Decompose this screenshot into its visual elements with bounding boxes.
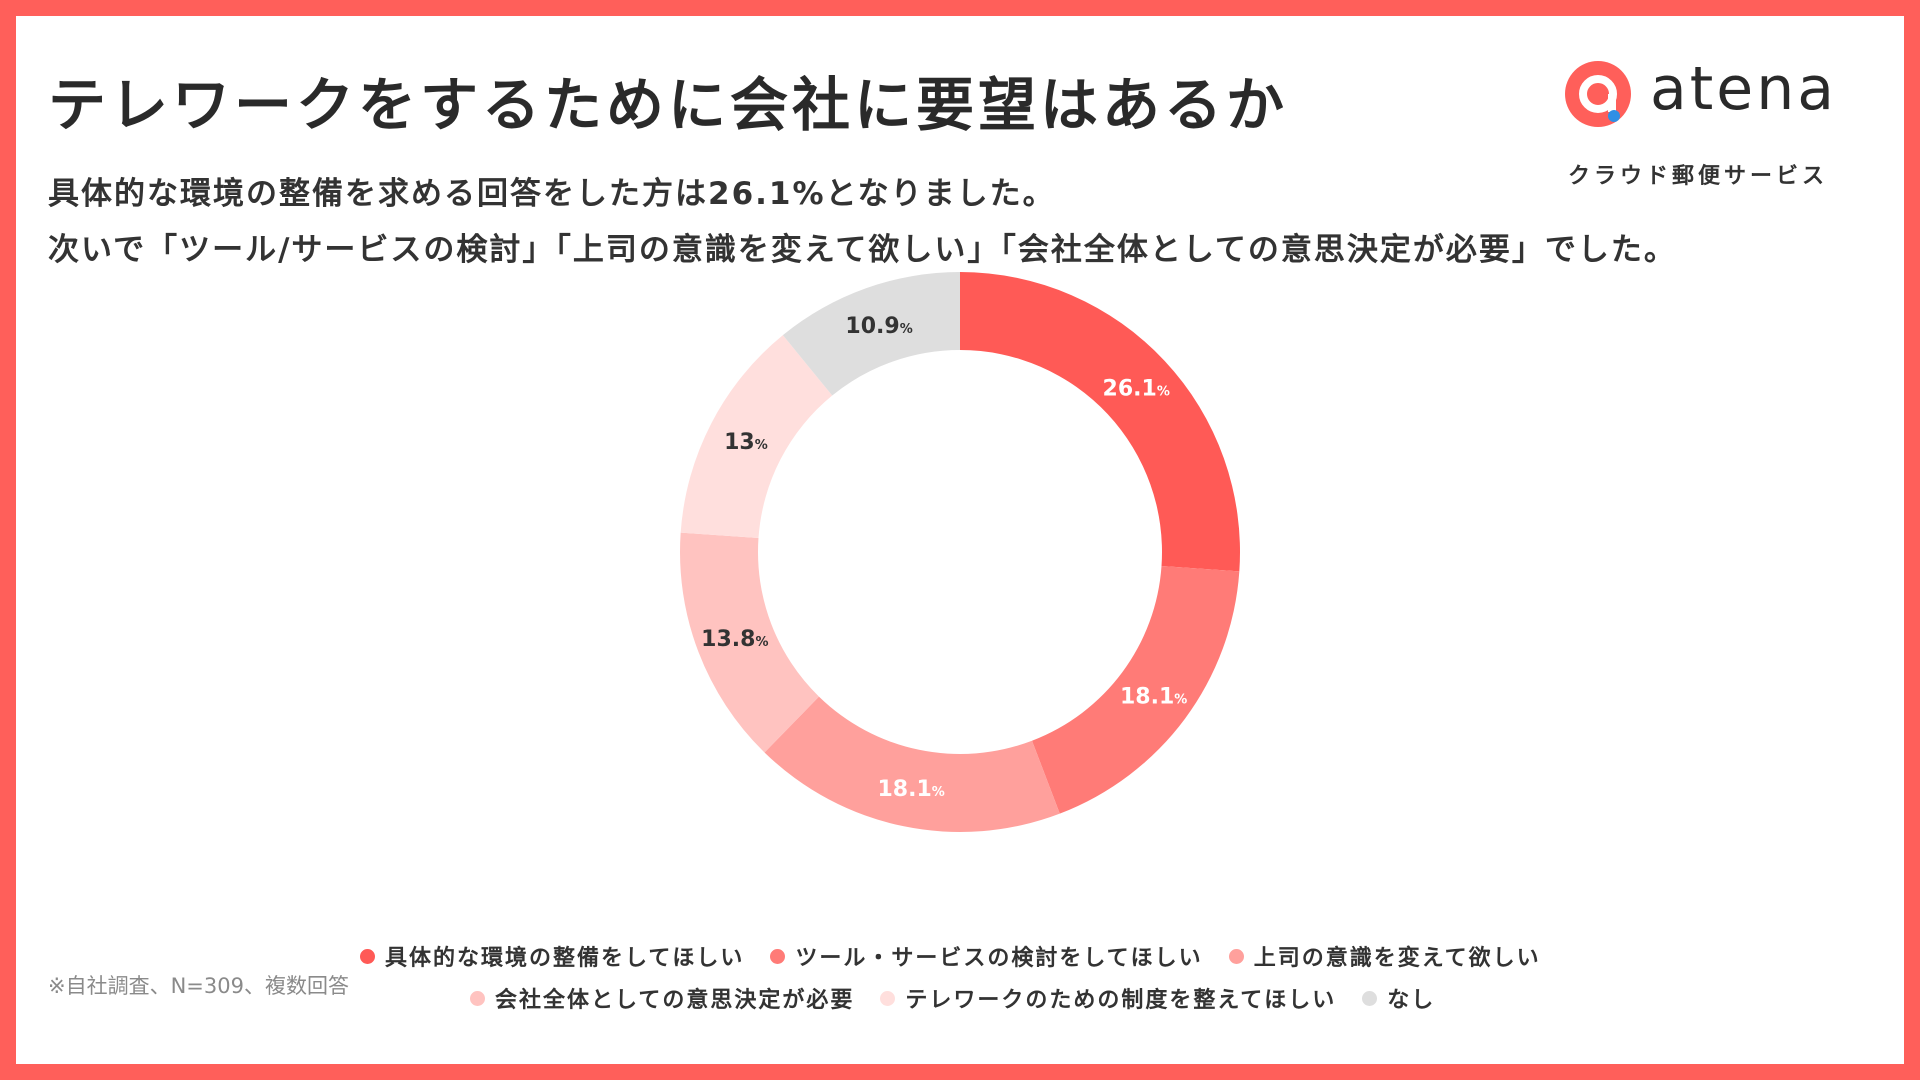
legend-item-6: なし bbox=[1362, 982, 1435, 1014]
brand-logo: atena クラウド郵便サービス bbox=[1562, 54, 1862, 189]
page-title: テレワークをするために会社に要望はあるか bbox=[48, 71, 1289, 139]
subtitle-line-1: 具体的な環境の整備を求める回答をした方は26.1%となりました。 bbox=[48, 176, 1056, 212]
legend-item-4: 会社全体としての意思決定が必要 bbox=[470, 982, 854, 1014]
legend-item-2: ツール・サービスの検討をしてほしい bbox=[770, 940, 1202, 972]
donut-slice-4 bbox=[680, 532, 819, 753]
slice-label-5: 13% bbox=[724, 430, 768, 455]
donut-slice-1 bbox=[960, 272, 1241, 572]
legend-row-1: 具体的な環境の整備をしてほしい ツール・サービスの検討をしてほしい 上司の意識を変え… bbox=[360, 940, 1567, 972]
donut-chart: 26.1% 18.1% 18.1% 13.8% 13% 10.9% bbox=[680, 272, 1241, 832]
legend-label: テレワークのための制度を整えてほしい bbox=[905, 988, 1337, 1013]
donut-slice-5 bbox=[680, 335, 833, 539]
slice-label-6: 10.9% bbox=[845, 314, 912, 339]
legend-item-5: テレワークのための制度を整えてほしい bbox=[880, 982, 1336, 1014]
atena-logo-icon bbox=[1565, 61, 1631, 127]
donut-slice-2 bbox=[1031, 565, 1240, 814]
slice-label-1: 26.1% bbox=[1103, 377, 1170, 402]
survey-note: ※自社調査、N=309、複数回答 bbox=[48, 974, 349, 998]
legend-label: 会社全体としての意思決定が必要 bbox=[495, 988, 855, 1013]
logo-tagline: クラウド郵便サービス bbox=[1568, 164, 1829, 189]
legend-label: ツール・サービスの検討をしてほしい bbox=[795, 946, 1203, 971]
slice-label-3: 18.1% bbox=[877, 777, 944, 802]
legend-label: なし bbox=[1387, 988, 1436, 1013]
slice-label-2: 18.1% bbox=[1120, 684, 1187, 709]
legend-dot-icon bbox=[880, 990, 896, 1006]
chart-card bbox=[16, 16, 1904, 1064]
legend-label: 上司の意識を変えて欲しい bbox=[1253, 946, 1541, 971]
subtitle-line-2: 次いで「ツール/サービスの検討」「上司の意識を変えて欲しい」「会社全体としての意… bbox=[48, 232, 1677, 268]
legend-dot-icon bbox=[770, 948, 786, 964]
donut-slice-6 bbox=[782, 272, 960, 396]
donut-slice-3 bbox=[764, 696, 1060, 832]
logo-wordmark: atena bbox=[1650, 54, 1838, 124]
legend-dot-icon bbox=[470, 990, 485, 1006]
legend-dot-icon bbox=[1228, 948, 1244, 964]
legend-item-1: 具体的な環境の整備をしてほしい bbox=[360, 940, 744, 972]
slice-label-4: 13.8% bbox=[701, 627, 768, 652]
legend-dot-icon bbox=[360, 948, 375, 964]
legend-row-2: 会社全体としての意思決定が必要 テレワークのための制度を整えてほしい なし bbox=[470, 982, 1461, 1014]
legend-item-3: 上司の意識を変えて欲しい bbox=[1228, 940, 1541, 972]
legend-dot-icon bbox=[1362, 990, 1378, 1006]
legend-label: 具体的な環境の整備をしてほしい bbox=[385, 946, 745, 971]
